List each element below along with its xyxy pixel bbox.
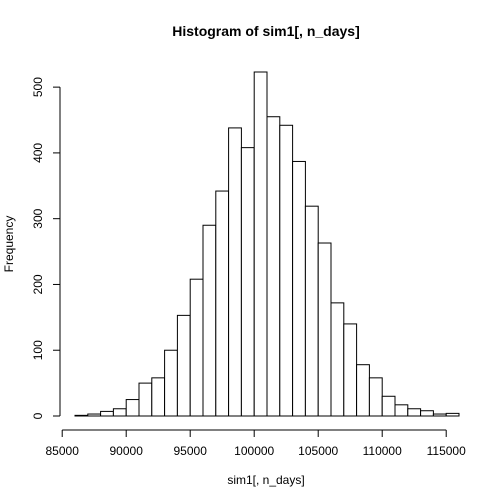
histogram-bar-11 bbox=[203, 225, 216, 416]
histogram-bar-21 bbox=[331, 303, 344, 416]
histogram-bar-12 bbox=[216, 191, 229, 416]
chart-title: Histogram of sim1[, n_days] bbox=[172, 23, 360, 39]
x-axis-label: sim1[, n_days] bbox=[227, 473, 304, 487]
y-axis: 0 100 200 300 400 500 bbox=[31, 77, 60, 420]
histogram-bar-6 bbox=[139, 383, 152, 416]
histogram-bar-14 bbox=[241, 148, 254, 416]
histogram-bars bbox=[75, 72, 459, 416]
histogram-bar-1 bbox=[75, 415, 88, 416]
histogram-bar-17 bbox=[280, 125, 293, 416]
histogram-bar-28 bbox=[421, 411, 434, 416]
y-axis-label: Frequency bbox=[2, 216, 16, 273]
histogram-bar-19 bbox=[305, 206, 318, 416]
histogram-bar-16 bbox=[267, 117, 280, 416]
histogram-bar-9 bbox=[177, 315, 190, 416]
x-tick-label: 100000 bbox=[234, 444, 274, 458]
x-tick-label: 90000 bbox=[110, 444, 144, 458]
x-tick-label: 95000 bbox=[174, 444, 208, 458]
y-tick-label: 500 bbox=[31, 77, 45, 97]
y-tick-label: 200 bbox=[31, 274, 45, 294]
histogram-bar-23 bbox=[357, 365, 370, 416]
histogram-bar-4 bbox=[113, 409, 126, 416]
x-axis: 85000 90000 95000 100000 105000 110000 115000 bbox=[46, 430, 467, 458]
histogram-bar-27 bbox=[408, 409, 421, 416]
x-tick-label: 110000 bbox=[363, 444, 402, 458]
histogram-bar-13 bbox=[229, 128, 242, 416]
histogram-bar-7 bbox=[152, 378, 165, 416]
histogram-bar-25 bbox=[382, 396, 395, 416]
histogram-bar-20 bbox=[318, 243, 331, 416]
x-tick-label: 85000 bbox=[46, 444, 80, 458]
x-tick-label: 105000 bbox=[298, 444, 338, 458]
histogram-bar-2 bbox=[88, 414, 101, 416]
y-tick-label: 100 bbox=[31, 340, 45, 360]
y-tick-label: 0 bbox=[31, 412, 45, 419]
histogram-bar-30 bbox=[446, 413, 459, 416]
histogram-bar-10 bbox=[190, 279, 203, 416]
y-tick-label: 300 bbox=[31, 208, 45, 228]
histogram-bar-22 bbox=[344, 324, 357, 416]
histogram-bar-8 bbox=[165, 350, 178, 416]
histogram-bar-29 bbox=[433, 414, 446, 416]
histogram-bar-3 bbox=[101, 411, 114, 416]
histogram-bar-24 bbox=[369, 378, 382, 416]
histogram-bar-15 bbox=[254, 72, 267, 416]
histogram-bar-18 bbox=[293, 161, 306, 416]
y-tick-label: 400 bbox=[31, 143, 45, 163]
histogram-bar-26 bbox=[395, 405, 408, 416]
x-tick-label: 115000 bbox=[427, 444, 466, 458]
histogram-bar-5 bbox=[126, 400, 139, 416]
